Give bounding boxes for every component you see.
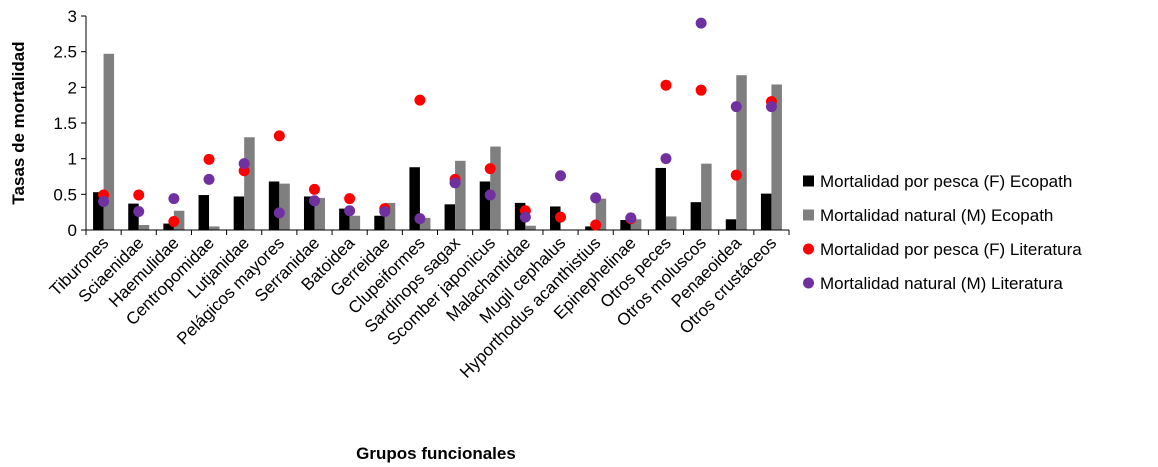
bar-f-ecopath <box>585 226 596 230</box>
bar-m-ecopath <box>630 219 642 230</box>
bar-m-ecopath <box>314 197 325 230</box>
bar-f-ecopath <box>655 167 666 230</box>
point-f-literatura <box>273 130 285 142</box>
bar-f-ecopath <box>690 202 702 230</box>
bar-f-ecopath <box>233 196 245 230</box>
y-tick-label: 2 <box>68 78 77 97</box>
point-f-literatura <box>660 79 672 91</box>
point-m-literatura <box>344 205 356 217</box>
legend-label: Mortalidad natural (M) Literatura <box>820 274 1063 293</box>
point-m-literatura <box>133 205 145 217</box>
bar-f-ecopath <box>444 204 456 230</box>
point-m-literatura <box>98 195 110 207</box>
point-f-literatura <box>555 211 567 223</box>
bar-f-ecopath <box>128 203 139 230</box>
point-m-literatura <box>273 207 285 219</box>
point-m-literatura <box>484 189 496 201</box>
point-m-literatura <box>695 17 707 29</box>
point-m-literatura <box>590 192 602 204</box>
bar-m-ecopath <box>244 137 255 230</box>
bar-m-ecopath <box>419 217 431 230</box>
point-m-literatura <box>660 153 672 165</box>
bar-m-ecopath <box>384 202 396 230</box>
point-f-literatura <box>168 215 180 227</box>
point-f-literatura <box>484 163 496 175</box>
legend-label: Mortalidad por pesca (F) Literatura <box>820 240 1082 259</box>
bar-m-ecopath <box>595 198 607 230</box>
legend-marker <box>803 243 814 255</box>
legend-marker <box>803 277 814 289</box>
point-m-literatura <box>203 173 215 185</box>
y-tick-label: 2.5 <box>53 43 77 62</box>
bar-m-ecopath <box>138 225 150 230</box>
point-f-literatura <box>203 153 215 165</box>
point-m-literatura <box>308 195 320 207</box>
point-m-literatura <box>555 170 567 182</box>
point-f-literatura <box>730 169 742 181</box>
bar-m-ecopath <box>525 225 536 230</box>
plot-area: 00.511.522.53TiburonesSciaenidaeHaemulid… <box>46 7 790 382</box>
bar-f-ecopath <box>303 196 315 230</box>
point-m-literatura <box>765 101 777 113</box>
legend-label: Mortalidad natural (M) Ecopath <box>820 206 1053 225</box>
y-tick-label: 0 <box>68 221 77 240</box>
legend: Mortalidad por pesca (F) Ecopath Mortalid… <box>803 172 1082 293</box>
legend-item: Mortalidad natural (M) Ecopath <box>803 206 1053 225</box>
bar-f-ecopath <box>93 192 104 230</box>
point-m-literatura <box>168 193 180 205</box>
y-axis-title: Tasas de mortalidad <box>9 41 28 204</box>
bar-m-ecopath <box>665 216 677 230</box>
bar-m-ecopath <box>103 53 115 230</box>
point-m-literatura <box>730 101 742 113</box>
bar-f-ecopath <box>760 193 772 230</box>
bar-f-ecopath <box>339 208 350 230</box>
point-m-literatura <box>625 212 637 224</box>
y-tick-label: 3 <box>68 7 77 26</box>
bar-m-ecopath <box>490 146 501 230</box>
bar-f-ecopath <box>374 215 385 230</box>
point-f-literatura <box>414 94 426 106</box>
point-f-literatura <box>590 219 602 231</box>
bar-f-ecopath <box>620 220 631 230</box>
x-axis-title: Grupos funcionales <box>356 444 516 463</box>
point-f-literatura <box>695 84 707 96</box>
legend-item: Mortalidad por pesca (F) Literatura <box>803 240 1082 259</box>
legend-item: Mortalidad por pesca (F) Ecopath <box>803 172 1072 191</box>
point-m-literatura <box>379 205 391 217</box>
point-m-literatura <box>414 213 426 225</box>
legend-label: Mortalidad por pesca (F) Ecopath <box>820 172 1072 191</box>
bar-m-ecopath <box>349 215 361 230</box>
legend-swatch <box>803 175 814 187</box>
legend-item: Mortalidad natural (M) Literatura <box>803 274 1063 293</box>
bar-m-ecopath <box>209 226 220 230</box>
point-m-literatura <box>519 211 531 223</box>
bar-f-ecopath <box>163 223 174 230</box>
y-tick-label: 1.5 <box>53 114 77 133</box>
bar-m-ecopath <box>279 183 290 230</box>
point-m-literatura <box>238 158 250 170</box>
y-tick-label: 0.5 <box>53 185 77 204</box>
bar-f-ecopath <box>479 181 491 230</box>
bar-f-ecopath <box>409 167 420 230</box>
point-f-literatura <box>133 189 145 201</box>
point-m-literatura <box>449 177 461 189</box>
point-f-literatura <box>344 193 356 205</box>
bar-m-ecopath <box>455 160 466 230</box>
bar-m-ecopath <box>701 163 712 230</box>
legend-swatch <box>803 209 814 221</box>
bar-f-ecopath <box>725 219 737 230</box>
bar-f-ecopath <box>268 181 280 230</box>
bar-m-ecopath <box>771 84 782 230</box>
bar-f-ecopath <box>198 195 210 230</box>
y-tick-label: 1 <box>68 150 77 169</box>
bar-m-ecopath <box>736 75 747 230</box>
point-f-literatura <box>308 183 320 195</box>
